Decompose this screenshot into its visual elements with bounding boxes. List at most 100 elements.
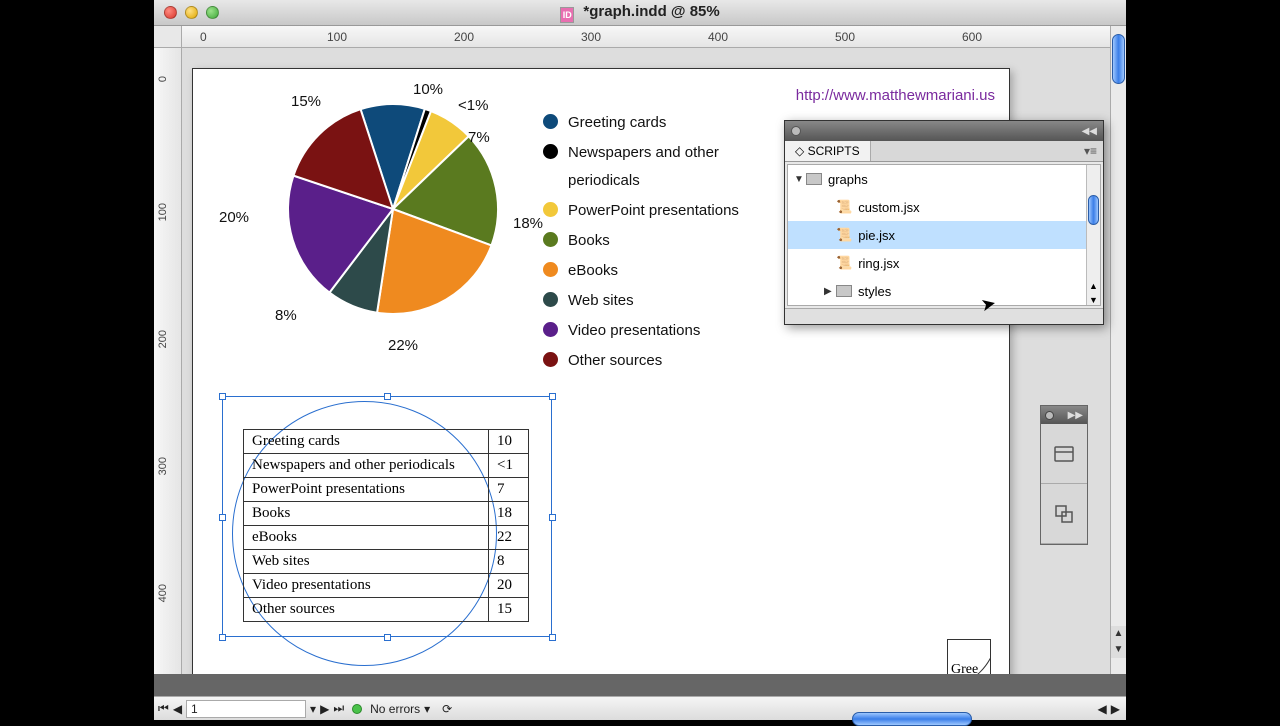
dock-panel-button-2[interactable] bbox=[1041, 484, 1087, 544]
table-row[interactable]: Books18 bbox=[244, 502, 529, 526]
legend-swatch bbox=[543, 202, 558, 217]
legend-label: eBooks bbox=[568, 257, 618, 285]
scrollbar-thumb[interactable] bbox=[1112, 34, 1125, 84]
tree-scroll-down-arrow[interactable]: ▼ bbox=[1087, 295, 1100, 305]
scripts-panel[interactable]: ◀◀ ◇ SCRIPTS ▾≡ ▼ graphs 📜custom.jsx📜pie.j… bbox=[784, 120, 1104, 325]
dock-grip-icon[interactable] bbox=[1045, 411, 1054, 420]
table-cell[interactable]: Books bbox=[244, 502, 489, 526]
legend-item: Greeting cards bbox=[543, 109, 768, 137]
first-page-button[interactable]: ⏮ bbox=[158, 701, 169, 716]
dock-expand-icon[interactable]: ▶▶ bbox=[1068, 410, 1083, 421]
table-cell[interactable]: Web sites bbox=[244, 550, 489, 574]
preflight-status-text[interactable]: No errors bbox=[370, 702, 420, 716]
legend-item: Books bbox=[543, 227, 768, 255]
ruler-origin[interactable] bbox=[154, 26, 182, 48]
table-cell[interactable]: 20 bbox=[489, 574, 529, 598]
selection-handle[interactable] bbox=[219, 514, 226, 521]
ruler-tick: 500 bbox=[835, 30, 855, 44]
table-cell[interactable]: 8 bbox=[489, 550, 529, 574]
table-cell[interactable]: 22 bbox=[489, 526, 529, 550]
ruler-tick: 0 bbox=[200, 30, 207, 44]
panel-collapse-icon[interactable]: ◀◀ bbox=[1082, 126, 1097, 137]
table-row[interactable]: Video presentations20 bbox=[244, 574, 529, 598]
tree-folder[interactable]: ▶ styles bbox=[788, 277, 1100, 305]
ruler-tick: 600 bbox=[962, 30, 982, 44]
hscroll-left-arrow[interactable]: ◀ bbox=[1098, 702, 1107, 716]
tree-item-label: graphs bbox=[828, 172, 868, 187]
hscroll-thumb[interactable] bbox=[852, 712, 972, 726]
page-number-field[interactable]: 1 bbox=[186, 700, 306, 718]
table-cell[interactable]: 15 bbox=[489, 598, 529, 622]
table-cell[interactable]: <1 bbox=[489, 454, 529, 478]
pie-percent-label: 7% bbox=[468, 129, 490, 146]
script-icon: 📜 bbox=[836, 255, 852, 271]
side-dock[interactable]: ▶▶ bbox=[1040, 405, 1088, 545]
scripts-tree[interactable]: ▼ graphs 📜custom.jsx📜pie.jsx📜ring.jsx ▶ styl… bbox=[787, 164, 1101, 306]
tree-scroll-thumb[interactable] bbox=[1088, 195, 1099, 225]
table-cell[interactable]: eBooks bbox=[244, 526, 489, 550]
selection-handle[interactable] bbox=[549, 393, 556, 400]
tree-script[interactable]: 📜custom.jsx bbox=[788, 193, 1100, 221]
table-cell[interactable]: Newspapers and other periodicals bbox=[244, 454, 489, 478]
dock-panel-button-1[interactable] bbox=[1041, 424, 1087, 484]
vertical-scrollbar[interactable]: ▲ ▼ bbox=[1110, 26, 1126, 674]
ruler-tick: 400 bbox=[157, 584, 169, 602]
scripts-tab[interactable]: ◇ SCRIPTS bbox=[785, 141, 871, 161]
tree-item-label: styles bbox=[858, 284, 891, 299]
disclosure-triangle-icon[interactable]: ▶ bbox=[824, 286, 836, 297]
page-dropdown[interactable]: ▾ bbox=[310, 702, 316, 716]
selection-handle[interactable] bbox=[549, 514, 556, 521]
selection-handle[interactable] bbox=[219, 393, 226, 400]
tree-folder[interactable]: ▼ graphs bbox=[788, 165, 1100, 193]
ruler-tick: 0 bbox=[157, 76, 169, 82]
table-cell[interactable]: 10 bbox=[489, 430, 529, 454]
table-cell[interactable]: PowerPoint presentations bbox=[244, 478, 489, 502]
tree-scrollbar[interactable]: ▲ ▼ bbox=[1086, 165, 1100, 305]
next-page-button[interactable]: ▶ bbox=[320, 702, 329, 716]
legend-label: Books bbox=[568, 227, 610, 255]
pie-percent-label: 18% bbox=[513, 215, 543, 232]
table-row[interactable]: PowerPoint presentations7 bbox=[244, 478, 529, 502]
preflight-dropdown[interactable]: ▾ bbox=[424, 702, 430, 716]
table-cell[interactable]: Video presentations bbox=[244, 574, 489, 598]
selection-handle[interactable] bbox=[219, 634, 226, 641]
table-row[interactable]: Newspapers and other periodicals<1 bbox=[244, 454, 529, 478]
preflight-sync-icon[interactable]: ⟳ bbox=[442, 702, 452, 716]
panel-grip-icon[interactable] bbox=[791, 126, 801, 136]
folder-icon bbox=[806, 173, 822, 185]
legend-swatch bbox=[543, 144, 558, 159]
data-table[interactable]: Greeting cards10Newspapers and other per… bbox=[243, 429, 529, 622]
selection-handle[interactable] bbox=[549, 634, 556, 641]
table-cell[interactable]: Greeting cards bbox=[244, 430, 489, 454]
legend-swatch bbox=[543, 322, 558, 337]
table-row[interactable]: Other sources15 bbox=[244, 598, 529, 622]
vertical-ruler: 0100200300400 bbox=[154, 48, 182, 674]
hscroll-right-arrow[interactable]: ▶ bbox=[1111, 702, 1120, 716]
ruler-tick: 200 bbox=[454, 30, 474, 44]
ruler-tick: 200 bbox=[157, 330, 169, 348]
scroll-up-arrow[interactable]: ▲ bbox=[1111, 626, 1126, 642]
table-cell[interactable]: 18 bbox=[489, 502, 529, 526]
table-row[interactable]: eBooks22 bbox=[244, 526, 529, 550]
table-cell[interactable]: 7 bbox=[489, 478, 529, 502]
last-page-button[interactable]: ⏭ bbox=[333, 701, 344, 716]
disclosure-triangle-icon[interactable]: ▼ bbox=[794, 174, 806, 185]
table-row[interactable]: Web sites8 bbox=[244, 550, 529, 574]
table-cell[interactable]: Other sources bbox=[244, 598, 489, 622]
document-icon: ID bbox=[560, 7, 574, 23]
table-row[interactable]: Greeting cards10 bbox=[244, 430, 529, 454]
tree-script[interactable]: 📜ring.jsx bbox=[788, 249, 1100, 277]
panel-menu-icon[interactable]: ▾≡ bbox=[1078, 141, 1103, 161]
window-titlebar: ID *graph.indd @ 85% bbox=[154, 0, 1126, 26]
panel-titlebar[interactable]: ◀◀ bbox=[785, 121, 1103, 141]
ruler-tick: 400 bbox=[708, 30, 728, 44]
ruler-tick: 100 bbox=[157, 203, 169, 221]
tree-scroll-up-arrow[interactable]: ▲ bbox=[1087, 281, 1100, 291]
panel-footer bbox=[785, 308, 1103, 324]
selection-handle[interactable] bbox=[384, 393, 391, 400]
tree-script[interactable]: 📜pie.jsx bbox=[788, 221, 1100, 249]
scroll-down-arrow[interactable]: ▼ bbox=[1111, 642, 1126, 658]
prev-page-button[interactable]: ◀ bbox=[173, 702, 182, 716]
legend-swatch bbox=[543, 114, 558, 129]
folder-icon bbox=[836, 285, 852, 297]
